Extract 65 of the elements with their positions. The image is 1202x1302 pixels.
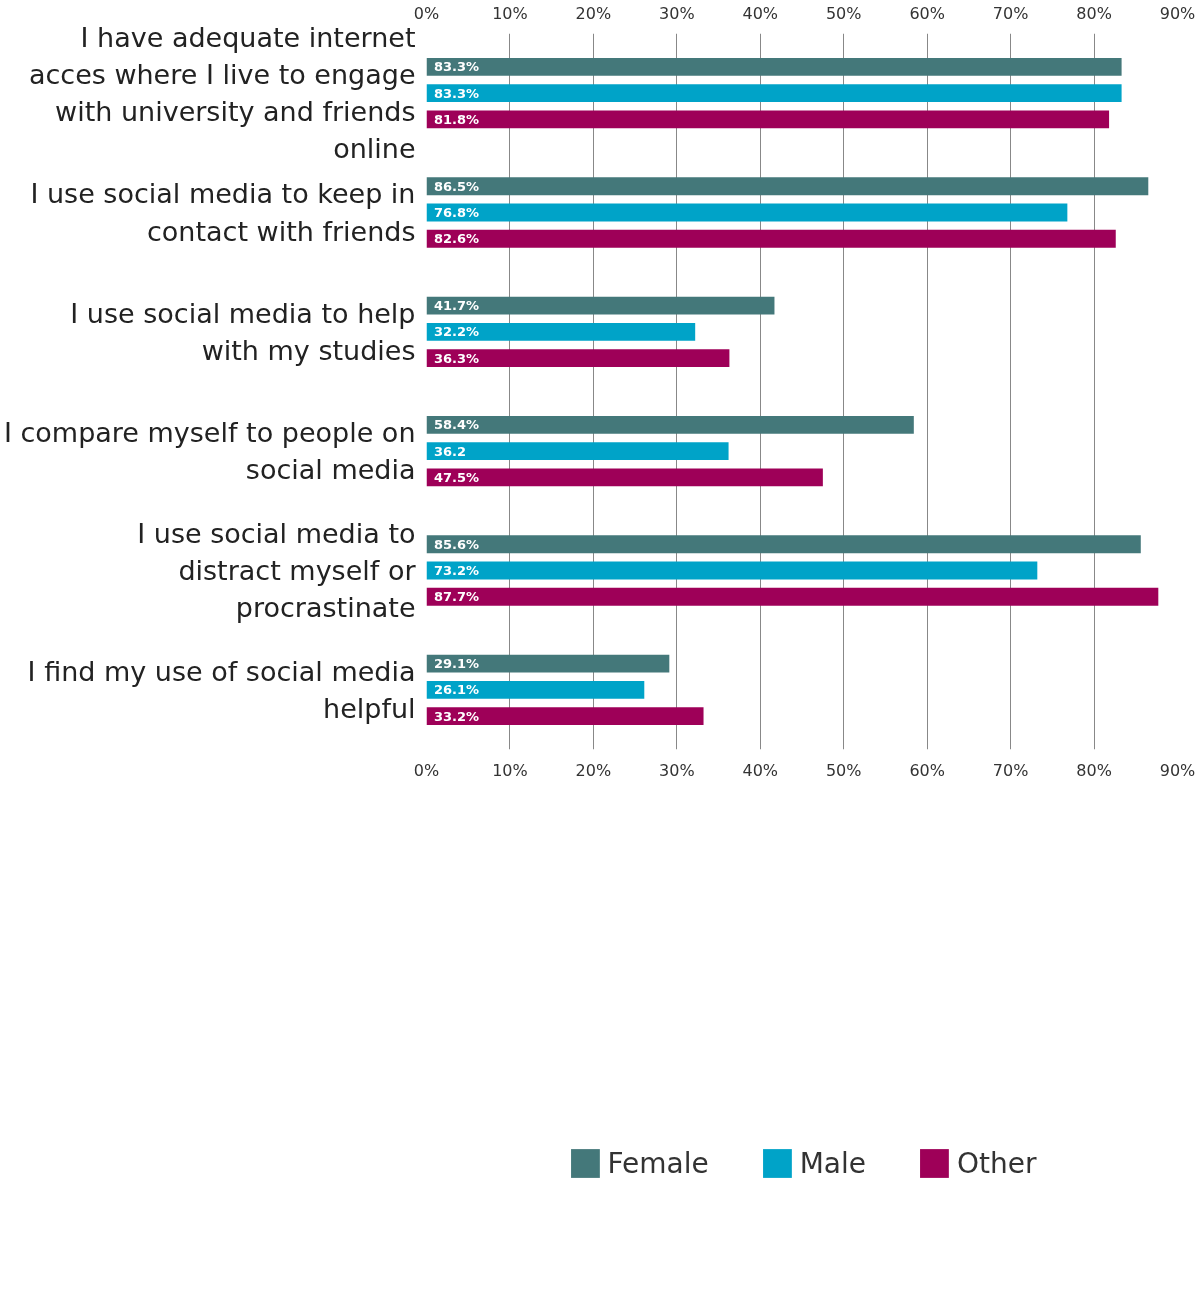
bar (426, 322, 696, 341)
data-label: 85.6% (434, 536, 480, 552)
y-tick-label: I have adequate internet acces where I live to engage with university and friends online (28, 21, 416, 165)
data-label: 58.4% (434, 417, 480, 433)
bar (426, 110, 1110, 129)
bar (426, 296, 775, 315)
bar (426, 203, 1068, 222)
data-label: 41.7% (434, 298, 480, 314)
x2-tick-label: 20% (575, 760, 612, 780)
x2-tick-label: 40% (742, 760, 779, 780)
bar (426, 654, 670, 673)
x-tick-label: 90% (1159, 3, 1196, 23)
x-tick-label: 40% (742, 3, 779, 23)
x-tick-label: 80% (1076, 3, 1112, 23)
x-tick-label: 20% (575, 3, 612, 23)
y-tick-label: I find my use of social media helpful (27, 655, 416, 724)
bar (426, 349, 730, 368)
y-tick-label: I use social media to distract myself or procrastinate (137, 517, 417, 624)
x2-tick-label: 30% (659, 760, 695, 780)
y-tick-label: I use social media to keep in contact with friends (30, 178, 416, 247)
x-tick-label: 70% (992, 3, 1029, 23)
x2-tick-label: 60% (909, 760, 945, 780)
bar (426, 535, 1141, 554)
x2-tick-label: 70% (992, 760, 1029, 780)
x-tick-label: 60% (909, 3, 945, 23)
data-label: 36.3% (434, 350, 480, 366)
bar (426, 84, 1122, 103)
bar (426, 680, 645, 699)
data-label: 83.3% (434, 85, 480, 101)
bar (426, 587, 1159, 606)
bar (426, 229, 1116, 248)
data-label: 76.8% (434, 205, 480, 220)
x-tick-label: 10% (492, 3, 528, 23)
y-tick-label: I use social media to help with my studies (70, 297, 416, 366)
legend-label: Male (799, 1146, 867, 1180)
data-label: 83.3% (434, 59, 480, 75)
x2-tick-label: 10% (492, 760, 528, 780)
data-label: 36.2 (434, 443, 467, 459)
x2-tick-label: 0% (413, 760, 440, 780)
x2-tick-label: 50% (825, 760, 862, 780)
data-label: 26.1% (434, 682, 480, 698)
legend-label: Other (957, 1146, 1037, 1180)
data-label: 29.1% (434, 656, 480, 672)
bar (426, 442, 729, 461)
x-tick-label: 30% (659, 3, 695, 23)
data-label: 86.5% (434, 178, 480, 194)
data-label: 32.2% (434, 324, 480, 340)
data-label: 73.2% (434, 563, 480, 578)
data-label: 87.7% (434, 589, 480, 605)
y-tick-label: I compare myself to people on social media (3, 417, 416, 486)
x-tick-label: 50% (825, 3, 862, 23)
data-label: 82.6% (434, 231, 480, 247)
data-label: 33.2% (434, 708, 480, 724)
data-label: 81.8% (434, 111, 480, 127)
bar (426, 707, 704, 726)
x-tick-label: 0% (413, 3, 440, 23)
x2-tick-label: 90% (1159, 760, 1196, 780)
bar (426, 177, 1149, 196)
legend-label: Female (607, 1146, 709, 1180)
bar (426, 468, 823, 487)
bar (426, 57, 1122, 76)
bar (426, 561, 1038, 580)
x2-tick-label: 80% (1076, 760, 1112, 780)
bar (426, 415, 914, 434)
data-label: 47.5% (434, 469, 480, 485)
